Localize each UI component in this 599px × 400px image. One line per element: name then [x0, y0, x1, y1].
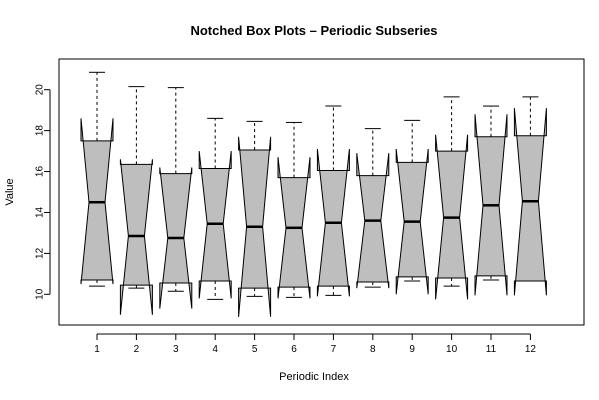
x-tick-label: 1	[94, 344, 100, 355]
box-1	[80, 71, 114, 287]
y-tick-label: 12	[35, 247, 46, 259]
box-9	[395, 119, 429, 295]
x-tick-label: 2	[134, 344, 140, 355]
plot-frame	[58, 58, 585, 326]
y-tick-label: 14	[35, 206, 46, 218]
box-3	[159, 87, 193, 309]
x-tick-label: 9	[409, 344, 415, 355]
x-tick-label: 6	[291, 344, 297, 355]
x-axis: 1 2 3 4 5 6 7 8 9 10 11 12	[94, 333, 537, 355]
y-tick-label: 18	[35, 125, 46, 137]
y-axis-label: Value	[4, 178, 16, 205]
box-5	[238, 120, 272, 317]
x-tick-label: 3	[173, 344, 179, 355]
box-10	[435, 96, 469, 300]
box-8	[356, 128, 390, 289]
box-12	[513, 96, 547, 296]
x-tick-label: 7	[331, 344, 337, 355]
box-4	[198, 117, 232, 300]
x-axis-label: Periodic Index	[279, 371, 349, 383]
box-series	[80, 71, 547, 317]
x-tick-label: 10	[446, 344, 458, 355]
y-tick-label: 20	[35, 84, 46, 96]
y-tick-label: 16	[35, 166, 46, 178]
box-2	[119, 86, 153, 315]
box-6	[277, 121, 311, 299]
y-tick-label: 10	[35, 288, 46, 300]
box-7	[316, 105, 350, 297]
x-tick-label: 8	[370, 344, 376, 355]
chart-title: Notched Box Plots – Periodic Subseries	[190, 23, 437, 38]
y-axis: 10 12 14 16 18 20	[35, 84, 51, 300]
x-tick-label: 12	[525, 344, 537, 355]
x-tick-label: 4	[212, 344, 218, 355]
x-tick-label: 11	[486, 344, 497, 355]
box-11	[474, 105, 508, 296]
x-tick-label: 5	[252, 344, 258, 355]
